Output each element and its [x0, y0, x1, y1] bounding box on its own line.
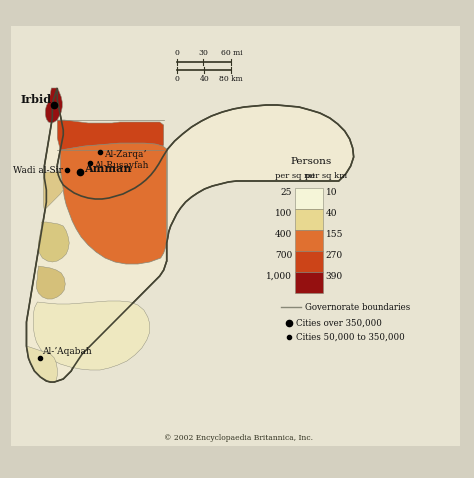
Polygon shape — [60, 143, 167, 264]
Text: Cities over 350,000: Cities over 350,000 — [296, 318, 382, 327]
Text: 700: 700 — [275, 251, 292, 260]
Text: 10: 10 — [326, 188, 337, 197]
Polygon shape — [36, 266, 65, 299]
Text: 30: 30 — [199, 49, 209, 57]
Bar — [295, 230, 323, 251]
Bar — [295, 251, 323, 272]
Text: 390: 390 — [326, 272, 343, 281]
Bar — [10, 26, 460, 446]
Text: 400: 400 — [275, 230, 292, 239]
Bar — [295, 188, 323, 209]
Polygon shape — [27, 346, 57, 382]
Text: Al-Zarqaʼ: Al-Zarqaʼ — [104, 150, 146, 159]
Polygon shape — [46, 88, 62, 123]
Text: per sq km: per sq km — [305, 172, 346, 180]
Polygon shape — [57, 120, 164, 150]
Text: 100: 100 — [275, 209, 292, 218]
Bar — [295, 209, 323, 230]
Text: © 2002 Encyclopaedia Britannica, Inc.: © 2002 Encyclopaedia Britannica, Inc. — [164, 434, 313, 442]
Text: Governorate boundaries: Governorate boundaries — [305, 303, 410, 312]
Text: per sq mi: per sq mi — [275, 172, 315, 180]
Text: 60 mi: 60 mi — [220, 49, 242, 57]
Polygon shape — [44, 172, 63, 210]
Text: 40: 40 — [326, 209, 337, 218]
Text: Wadi al-Sir: Wadi al-Sir — [13, 165, 63, 174]
Text: Persons: Persons — [290, 157, 331, 166]
Text: 155: 155 — [326, 230, 343, 239]
Text: Irbid: Irbid — [20, 94, 51, 105]
Text: Cities 50,000 to 350,000: Cities 50,000 to 350,000 — [296, 333, 405, 341]
Bar — [295, 272, 323, 293]
Text: 1,000: 1,000 — [266, 272, 292, 281]
Text: 270: 270 — [326, 251, 343, 260]
Polygon shape — [27, 88, 354, 382]
Text: 80 km: 80 km — [219, 75, 243, 83]
Text: 40: 40 — [200, 75, 210, 83]
Polygon shape — [38, 222, 69, 262]
Text: Al-ʼAqabah: Al-ʼAqabah — [42, 348, 92, 357]
Text: 0: 0 — [174, 49, 179, 57]
Text: Al-Rusayfah: Al-Rusayfah — [94, 161, 148, 170]
Text: Amman: Amman — [84, 163, 132, 174]
Polygon shape — [34, 301, 150, 370]
Text: 25: 25 — [281, 188, 292, 197]
Text: 0: 0 — [174, 75, 179, 83]
